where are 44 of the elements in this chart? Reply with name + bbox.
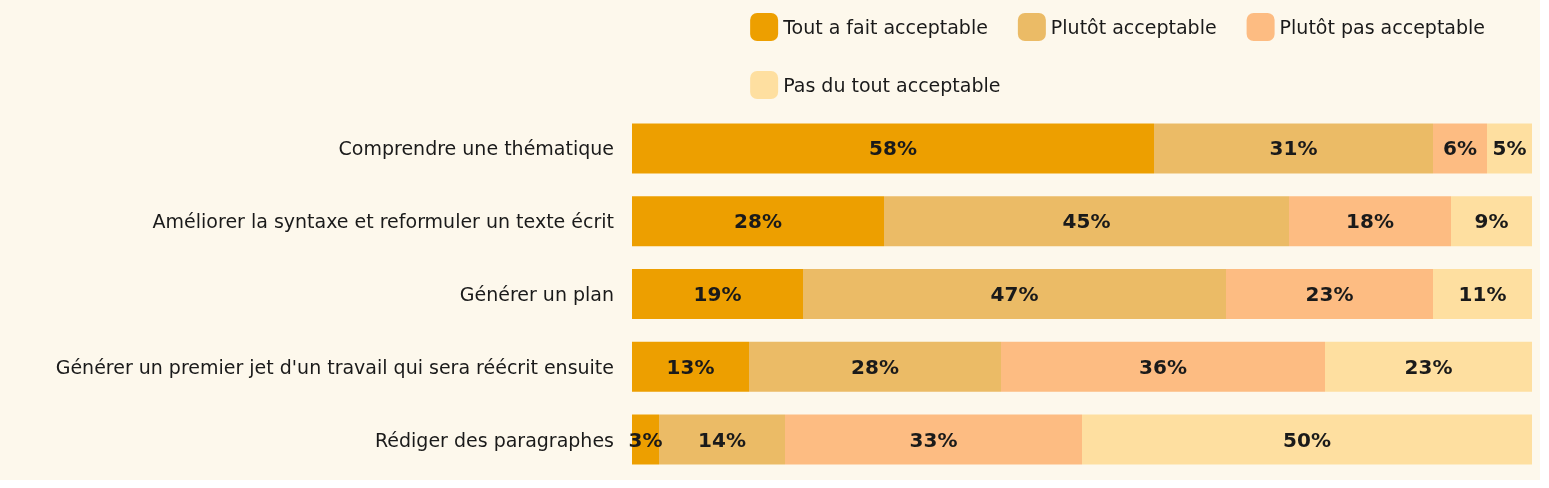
data-label: 45%: [1062, 209, 1111, 234]
bar: [1226, 269, 1433, 319]
bar: [632, 123, 1154, 174]
bar: [884, 196, 1289, 247]
data-label: 18%: [1346, 209, 1394, 234]
legend-label: Tout a fait acceptable: [782, 16, 988, 38]
data-label: 33%: [909, 427, 958, 452]
bar: [1154, 123, 1433, 174]
data-label: 9%: [1474, 209, 1509, 234]
bar: [1451, 196, 1532, 247]
data-label: 23%: [1404, 354, 1453, 379]
data-label: 31%: [1269, 136, 1318, 161]
bar: [632, 269, 803, 319]
bar: [632, 341, 749, 392]
bar: [803, 269, 1226, 319]
y-tick-label: Comprendre une thématique: [338, 137, 614, 160]
y-tick-label: Améliorer la syntaxe et reformuler un texte écrit: [152, 210, 614, 233]
data-label: 11%: [1458, 282, 1507, 306]
bar: [1001, 341, 1325, 392]
y-tick-label: Générer un plan: [459, 283, 614, 305]
bar: [1433, 269, 1532, 319]
legend-label: Pas du tout acceptable: [783, 74, 1001, 96]
data-label: 28%: [734, 209, 782, 234]
data-label: 14%: [698, 427, 746, 452]
bar: [1289, 196, 1451, 247]
data-label: 58%: [869, 136, 917, 161]
legend-label: Plutôt pas acceptable: [1279, 16, 1486, 38]
data-label: 13%: [666, 354, 715, 379]
data-label: 28%: [851, 354, 899, 379]
bar: [1325, 341, 1532, 392]
y-tick-label: Générer un premier jet d'un travail qui sera réécrit ensuite: [55, 355, 614, 378]
bar: [1082, 414, 1532, 465]
bar: [785, 414, 1082, 465]
data-label: 6%: [1443, 136, 1477, 161]
data-label: 47%: [990, 282, 1039, 306]
bar: [749, 341, 1001, 392]
data-label: 19%: [693, 282, 742, 306]
data-label: 36%: [1139, 354, 1187, 379]
y-tick-label: Rédiger des paragraphes: [374, 428, 614, 451]
data-label: 50%: [1283, 427, 1331, 452]
bar: [632, 196, 884, 247]
legend-label: Plutôt acceptable: [1050, 16, 1217, 38]
data-label: 5%: [1492, 136, 1527, 161]
data-label: 23%: [1305, 282, 1354, 306]
